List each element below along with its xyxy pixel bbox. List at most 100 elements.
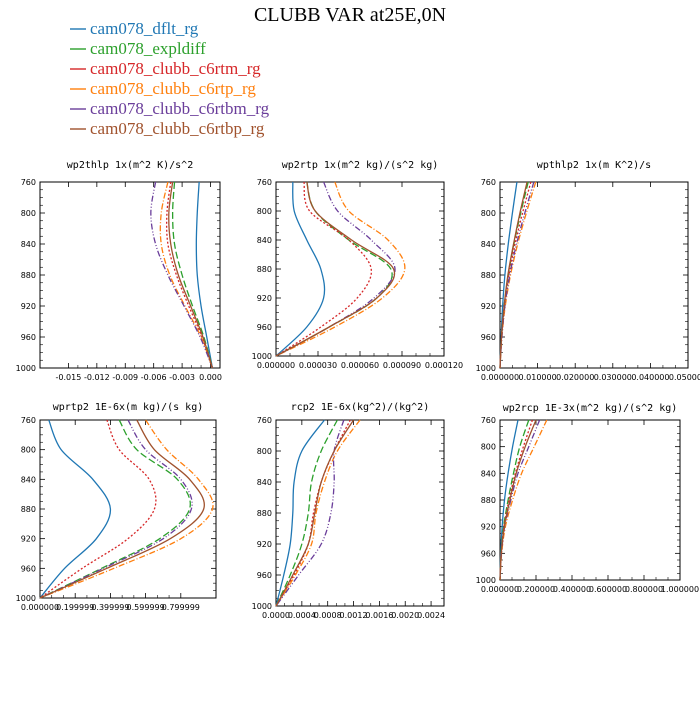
- series-line-cam078_clubb_c6rtbp_rg: [168, 181, 214, 369]
- panel-6: wp2rcp 1E-3x(m^2 kg)/(s^2 kg) 760 800 840 88…: [476, 403, 699, 594]
- y-tick-label: 1000: [252, 352, 272, 361]
- series-line-cam078_clubb_c6rtbm_rg: [499, 419, 541, 581]
- x-tick-label: 0.599999: [127, 603, 165, 612]
- series-line-cam078_dflt_rg: [195, 181, 214, 369]
- x-tick-label: 0.000000: [481, 373, 519, 382]
- y-tick-label: 960: [257, 571, 272, 580]
- y-tick-label: 920: [21, 302, 36, 311]
- series-line-cam078_clubb_c6rtm_rg: [275, 181, 372, 357]
- figure-title: CLUBB VAR at25E,0N: [254, 4, 446, 26]
- legend-label: cam078_clubb_c6rtbm_rg: [90, 99, 270, 118]
- x-tick-label: 0.399999: [91, 603, 129, 612]
- y-tick-label: 840: [481, 240, 496, 249]
- x-tick-label: 0.800000: [625, 585, 663, 594]
- series-line-cam078_clubb_c6rtp_rg: [275, 419, 361, 607]
- series-line-cam078_clubb_c6rtm_rg: [39, 419, 157, 599]
- x-tick-label: 0.199999: [56, 603, 94, 612]
- y-tick-label: 760: [257, 178, 272, 187]
- panel-title: wp2rtp 1x(m^2 kg)/(s^2 kg): [282, 160, 439, 171]
- x-tick-label: 0.799999: [162, 603, 200, 612]
- y-tick-label: 840: [481, 469, 496, 478]
- y-tick-label: 840: [21, 475, 36, 484]
- y-tick-label: 800: [21, 209, 36, 218]
- y-tick-label: 880: [257, 265, 272, 274]
- x-tick-label: 0.0008: [314, 611, 342, 620]
- y-tick-label: 960: [481, 333, 496, 342]
- x-tick-label: 0.0016: [365, 611, 393, 620]
- x-tick-label: 0.0004: [288, 611, 316, 620]
- y-tick-label: 920: [481, 523, 496, 532]
- y-tick-label: 840: [21, 240, 36, 249]
- series-line-cam078_clubb_c6rtbp_rg: [275, 181, 396, 357]
- y-tick-label: 800: [21, 446, 36, 455]
- y-tick-label: 1000: [16, 594, 36, 603]
- y-tick-label: 760: [481, 416, 496, 425]
- y-tick-label: 800: [481, 209, 496, 218]
- series-line-cam078_clubb_c6rtbm_rg: [39, 419, 193, 599]
- series-line-cam078_expldiff: [39, 419, 191, 599]
- x-tick-label: 0.020000: [556, 373, 594, 382]
- y-tick-label: 760: [21, 416, 36, 425]
- y-tick-label: 920: [257, 294, 272, 303]
- y-tick-label: 880: [257, 509, 272, 518]
- y-tick-label: 800: [257, 207, 272, 216]
- x-tick-label: 0.000000: [481, 585, 519, 594]
- series-line-cam078_clubb_c6rtbp_rg: [39, 419, 205, 599]
- y-tick-label: 880: [21, 505, 36, 514]
- x-tick-label: 0.400000: [553, 585, 591, 594]
- y-tick-label: 880: [481, 271, 496, 280]
- y-tick-label: 880: [481, 496, 496, 505]
- y-tick-label: 920: [257, 540, 272, 549]
- series-line-cam078_dflt_rg: [39, 419, 112, 599]
- legend-label: cam078_clubb_c6rtm_rg: [90, 59, 261, 78]
- series-line-cam078_expldiff: [275, 419, 338, 607]
- legend: cam078_dflt_rgcam078_expldiffcam078_club…: [70, 19, 270, 138]
- x-tick-label: 1.000000: [661, 585, 699, 594]
- panel-4: wprtp2 1E-6x(m kg)/(s kg) 760 800 840 880 920…: [16, 402, 217, 612]
- x-tick-label: -0.012: [84, 373, 110, 382]
- series-line-cam078_clubb_c6rtp_rg: [275, 181, 406, 357]
- y-tick-label: 760: [21, 178, 36, 187]
- y-tick-label: 800: [257, 447, 272, 456]
- series-line-cam078_clubb_c6rtbm_rg: [275, 181, 396, 357]
- panel-title: rcp2 1E-6x(kg^2)/(kg^2): [291, 402, 429, 413]
- y-tick-label: 1000: [476, 364, 496, 373]
- y-tick-label: 760: [257, 416, 272, 425]
- x-tick-label: 0.000030: [299, 361, 337, 370]
- x-tick-label: 0.600000: [589, 585, 627, 594]
- x-tick-label: 0.0012: [340, 611, 368, 620]
- y-tick-label: 840: [257, 236, 272, 245]
- y-tick-label: 960: [257, 323, 272, 332]
- x-tick-label: 0.050000: [669, 373, 700, 382]
- y-tick-label: 1000: [476, 576, 496, 585]
- y-tick-label: 960: [21, 333, 36, 342]
- x-tick-label: 0.000120: [425, 361, 463, 370]
- y-tick-label: 880: [21, 271, 36, 280]
- series-line-cam078_clubb_c6rtbp_rg: [275, 419, 355, 607]
- x-tick-label: -0.006: [141, 373, 167, 382]
- series-line-cam078_dflt_rg: [275, 419, 325, 607]
- x-tick-label: 0.010000: [519, 373, 557, 382]
- x-tick-label: 0.0000: [262, 611, 290, 620]
- legend-label: cam078_dflt_rg: [90, 19, 199, 38]
- x-tick-label: -0.003: [169, 373, 195, 382]
- panel-3: wpthlp2 1x(m K^2)/s 760 800 840 880 920 960 100…: [476, 160, 700, 382]
- legend-label: cam078_clubb_c6rtbp_rg: [90, 119, 265, 138]
- y-tick-label: 960: [21, 564, 36, 573]
- y-tick-label: 800: [481, 443, 496, 452]
- x-tick-label: 0.000000: [257, 361, 295, 370]
- series-line-cam078_clubb_c6rtm_rg: [499, 181, 532, 369]
- panel-title: wprtp2 1E-6x(m kg)/(s kg): [53, 402, 204, 413]
- y-tick-label: 840: [257, 478, 272, 487]
- y-tick-label: 920: [21, 535, 36, 544]
- series-line-cam078_clubb_c6rtbp_rg: [499, 181, 528, 369]
- panel-title: wp2rcp 1E-3x(m^2 kg)/(s^2 kg): [503, 403, 678, 414]
- x-tick-label: 0.000060: [341, 361, 379, 370]
- x-tick-label: 0.0020: [391, 611, 419, 620]
- legend-label: cam078_clubb_c6rtp_rg: [90, 79, 256, 98]
- series-line-cam078_expldiff: [171, 181, 214, 369]
- legend-label: cam078_expldiff: [90, 39, 206, 58]
- panel-2: wp2rtp 1x(m^2 kg)/(s^2 kg) 760 800 840 880 92…: [252, 160, 463, 370]
- series-line-cam078_dflt_rg: [275, 181, 326, 357]
